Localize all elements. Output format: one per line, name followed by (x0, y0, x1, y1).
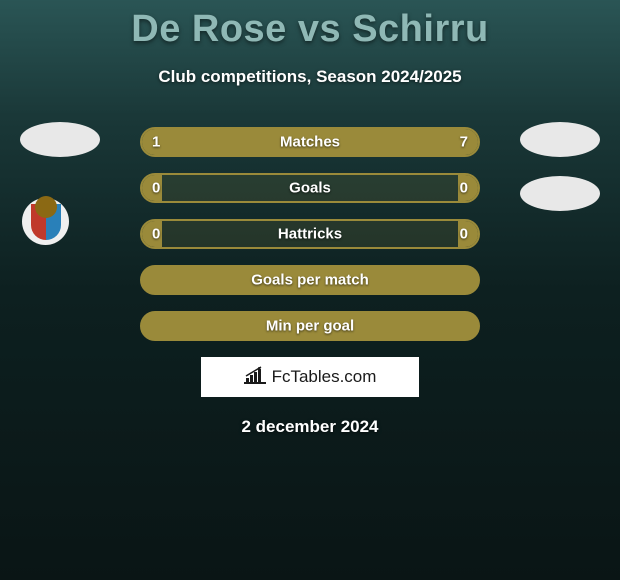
stat-label: Goals (289, 180, 331, 197)
brand-text: FcTables.com (272, 367, 377, 387)
stats-container: 1 Matches 7 0 Goals 0 0 Hattricks 0 Goal… (0, 127, 620, 437)
stat-label: Matches (280, 134, 340, 151)
stat-row-goals-per-match: Goals per match (140, 265, 480, 295)
stat-label: Min per goal (266, 318, 354, 335)
stat-label: Goals per match (251, 272, 369, 289)
comparison-title: De Rose vs Schirru (0, 0, 620, 51)
brand-box[interactable]: FcTables.com (201, 357, 419, 397)
stat-label: Hattricks (278, 226, 342, 243)
stat-fill-left (142, 129, 184, 155)
stat-row-goals: 0 Goals 0 (140, 173, 480, 203)
date-label: 2 december 2024 (0, 417, 620, 437)
comparison-subtitle: Club competitions, Season 2024/2025 (0, 67, 620, 87)
stat-value-right: 0 (460, 226, 468, 243)
stat-value-left: 0 (152, 180, 160, 197)
stat-row-min-per-goal: Min per goal (140, 311, 480, 341)
stat-value-right: 7 (460, 134, 468, 151)
bar-chart-icon (244, 366, 266, 389)
stat-value-left: 1 (152, 134, 160, 151)
stat-row-hattricks: 0 Hattricks 0 (140, 219, 480, 249)
stat-row-matches: 1 Matches 7 (140, 127, 480, 157)
stat-value-left: 0 (152, 226, 160, 243)
stat-value-right: 0 (460, 180, 468, 197)
